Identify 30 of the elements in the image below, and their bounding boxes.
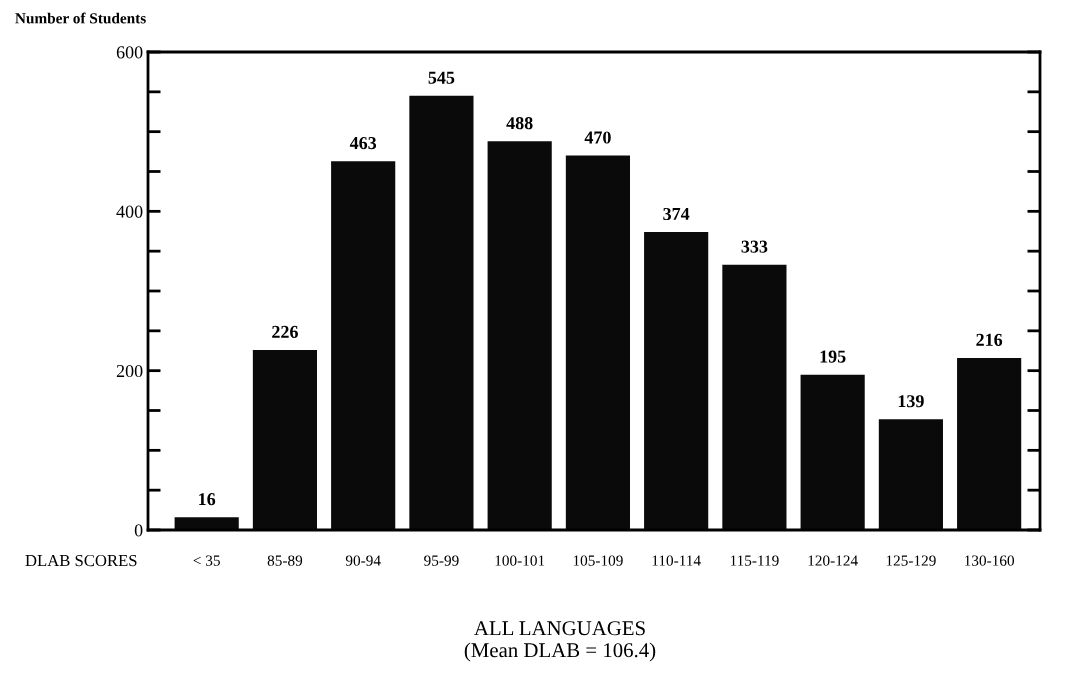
x-tick-label: 115-119 <box>730 555 779 566</box>
data-label: 195 <box>820 350 846 363</box>
y-tick-label: 200 <box>116 364 143 378</box>
data-label: 374 <box>663 207 690 221</box>
y-tick-label: 0 <box>134 524 143 537</box>
data-label: 470 <box>584 131 611 144</box>
x-tick-label: 110-114 <box>652 555 701 566</box>
data-label: 333 <box>741 240 768 253</box>
data-label: 216 <box>976 333 1003 346</box>
data-label: 16 <box>199 493 216 506</box>
x-tick-label: < 35 <box>193 555 220 566</box>
data-label: 139 <box>898 395 924 408</box>
y-tick-label: 600 <box>116 46 143 59</box>
data-label: 226 <box>272 325 298 338</box>
x-tick-label: 95-99 <box>424 555 459 566</box>
x-tick-label: 130-160 <box>965 555 1015 566</box>
x-tick-label: 85-89 <box>267 555 303 566</box>
data-label: 545 <box>428 71 455 84</box>
text: (Mean DLAB = 106.4) <box>464 642 656 662</box>
text: ALL LANGUAGES <box>474 621 645 636</box>
y-axis-title: Number of Students <box>15 12 146 24</box>
y-tick-label: 400 <box>116 205 143 218</box>
data-label: 463 <box>349 137 377 150</box>
x-tick-label: 125-129 <box>886 555 936 566</box>
x-axis-title: DLAB SCORES <box>25 554 137 567</box>
x-tick-label: 100-101 <box>495 555 545 566</box>
x-tick-label: 105-109 <box>573 555 623 566</box>
x-tick-label: 120-124 <box>808 555 858 566</box>
x-tick-label: 90-94 <box>345 555 381 566</box>
data-label: 488 <box>506 117 533 130</box>
